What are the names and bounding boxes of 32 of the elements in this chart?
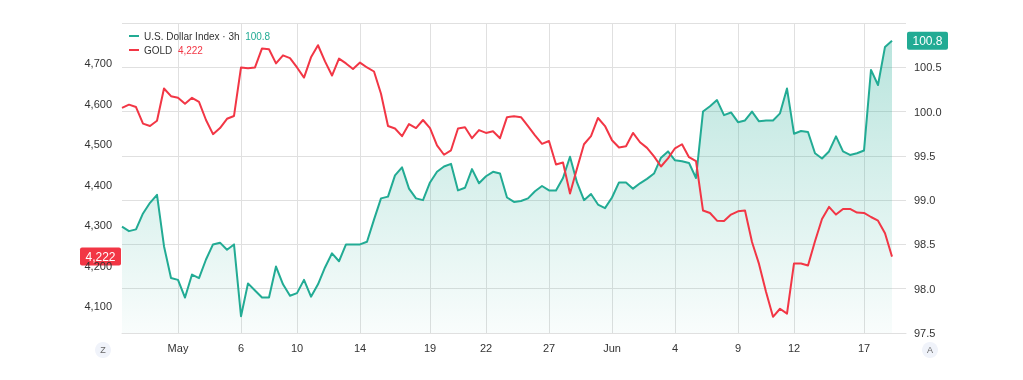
x-tick-label: Jun — [603, 341, 621, 354]
x-tick-label: 22 — [479, 341, 493, 354]
y-tick-label: 4,700 — [84, 57, 112, 70]
text: 100.8 — [912, 33, 943, 48]
y2-tick-label: 99.0 — [914, 194, 936, 207]
y-tick-label: 4,300 — [84, 219, 112, 232]
y-tick-label: 4,100 — [84, 299, 112, 312]
x-tick-label: 27 — [542, 341, 556, 354]
legend-label: GOLD — [144, 44, 178, 56]
y-tick-label: 4,600 — [84, 97, 112, 110]
x-tick-label: 17 — [857, 341, 871, 354]
x-tick-label: 19 — [423, 341, 437, 354]
x-tick-label: 10 — [290, 341, 304, 354]
x-tick-label: 12 — [787, 341, 801, 354]
x-tick-label: 9 — [734, 341, 742, 354]
annotation: 4,222 — [177, 44, 204, 56]
y2-tick-label: 97.5 — [914, 327, 936, 339]
y2-tick-label: 100.5 — [914, 61, 942, 74]
legend-label: U.S. Dollar Index · 3h — [144, 30, 246, 42]
x-tick-label: 14 — [353, 341, 367, 354]
x-tick-label: May — [167, 341, 189, 354]
text: A — [926, 345, 934, 355]
x-tick-label: 6 — [237, 341, 245, 354]
text: Z — [100, 345, 107, 355]
annotation: 100.8 — [245, 30, 271, 42]
y2-tick-label: 100.0 — [914, 105, 942, 118]
y2-tick-label: 98.5 — [914, 238, 936, 251]
y2-tick-label: 99.5 — [914, 149, 936, 162]
y2-tick-label: 98.0 — [914, 282, 936, 295]
x-tick-label: 4 — [671, 341, 679, 354]
y-tick-label: 4,400 — [84, 178, 112, 191]
y-tick-label: 4,500 — [84, 138, 112, 151]
